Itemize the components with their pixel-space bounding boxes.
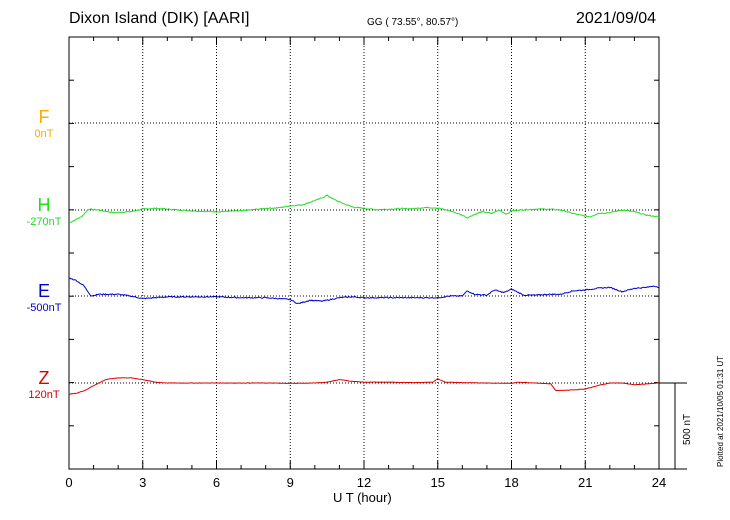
x-axis-title: U T (hour) [333,490,392,505]
x-tick-label: 6 [213,475,220,490]
x-tick-label: 18 [504,475,518,490]
channel-letter: Z [38,368,50,388]
x-tick-label: 12 [357,475,371,490]
series-line-Z [68,377,660,395]
station-title: Dixon Island (DIK) [AARI] [69,10,250,27]
channel-label-E: E -500nT [14,281,74,315]
channel-letter: F [38,107,50,127]
channel-baseline-value: -500nT [26,302,62,314]
channel-label-H: H -270nT [14,195,74,229]
x-tick-label: 15 [431,475,445,490]
plotted-timestamp: Plotted at 2021/10/05 01:31 UT [716,355,725,467]
geographic-coordinates: GG ( 73.55°, 80.57°) [367,17,459,28]
channel-label-F: F 0nT [14,107,74,141]
date-label: 2021/09/04 [576,10,657,27]
channel-baseline-value: -270nT [26,216,62,228]
channel-baseline-value: 120nT [28,389,60,401]
channel-baseline-value: 0nT [34,128,54,140]
x-tick-label: 24 [652,475,666,490]
channel-label-Z: Z 120nT [14,368,74,402]
scale-bar-label: 500 nT [682,413,693,445]
x-tick-label: 21 [578,475,592,490]
channel-letter: E [37,281,50,301]
x-tick-label: 9 [287,475,294,490]
x-tick-label: 0 [65,475,72,490]
series-line-E [68,277,660,304]
x-tick-label: 3 [139,475,146,490]
channel-letter: H [37,195,51,215]
series-line-H [68,194,660,224]
